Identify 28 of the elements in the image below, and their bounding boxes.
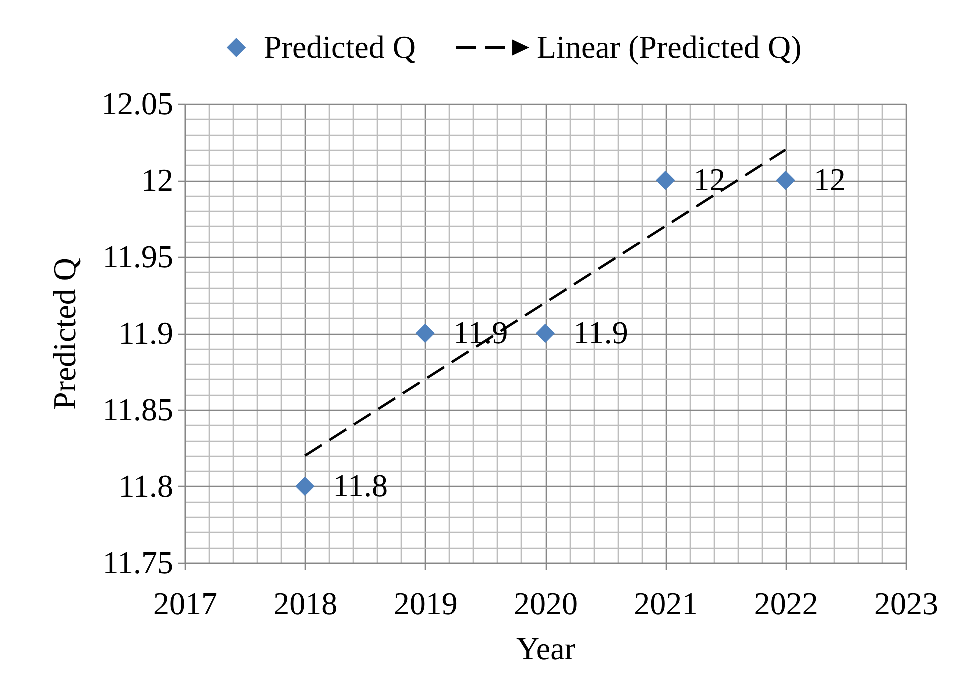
y-tick-label: 12 bbox=[142, 162, 174, 198]
x-tick-label: 2019 bbox=[394, 586, 458, 622]
y-axis-title: Predicted Q bbox=[46, 258, 82, 410]
data-label: 12 bbox=[694, 162, 726, 198]
point bbox=[656, 170, 676, 190]
y-tick-label: 12.05 bbox=[102, 86, 174, 122]
point bbox=[536, 324, 556, 344]
data-label: 11.9 bbox=[574, 314, 628, 350]
x-tick-label: 2023 bbox=[874, 586, 938, 622]
x-tick-label: 2018 bbox=[274, 586, 338, 622]
point bbox=[296, 476, 315, 496]
point bbox=[776, 170, 796, 190]
y-tick-label: 11.95 bbox=[102, 238, 174, 274]
x-tick-label: 2017 bbox=[154, 586, 218, 622]
x-tick-label: 2020 bbox=[514, 586, 578, 622]
point bbox=[416, 324, 435, 344]
y-tick-label: 11.8 bbox=[118, 468, 174, 504]
data-label: 11.8 bbox=[333, 468, 388, 504]
x-tick-label: 2021 bbox=[634, 586, 698, 622]
data-label: 12 bbox=[814, 162, 846, 198]
y-tick-label: 11.75 bbox=[102, 544, 174, 580]
legend-label: Predicted Q bbox=[264, 28, 416, 65]
data-label: 11.9 bbox=[453, 314, 508, 350]
x-axis-title: Year bbox=[516, 630, 576, 666]
legend-label: Linear (Predicted Q) bbox=[537, 28, 802, 65]
x-tick-label: 2022 bbox=[754, 586, 818, 622]
y-tick-label: 11.85 bbox=[102, 392, 174, 428]
y-tick-label: 11.9 bbox=[118, 315, 174, 351]
